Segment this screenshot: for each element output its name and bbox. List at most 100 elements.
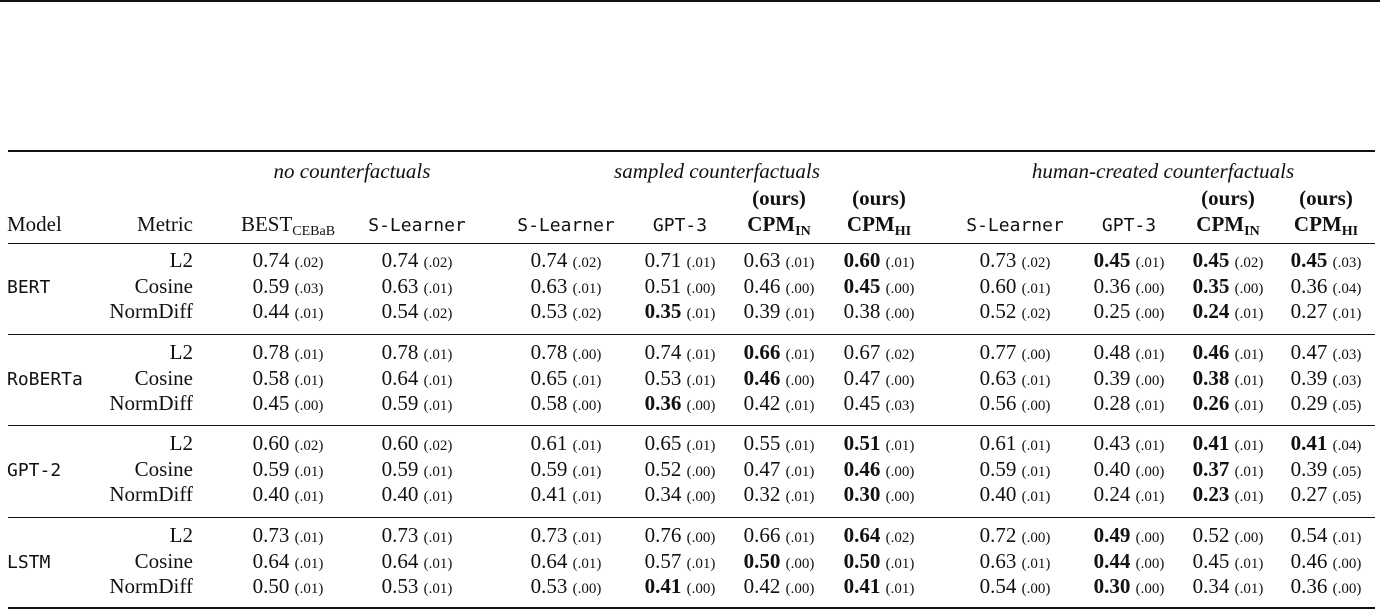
cell-value: 0.63 (381, 273, 419, 298)
table-cell: 0.64 (.01) (382, 365, 453, 394)
group-header-no-counterfactuals: no counterfactuals (273, 159, 431, 183)
cell-value: 0.46 (1192, 340, 1230, 364)
table-cell: 0.59 (.03) (253, 273, 324, 302)
table-cell: 0.78 (.01) (253, 339, 324, 368)
cell-std: (.01) (1021, 280, 1051, 297)
cell-std: (.01) (1234, 306, 1264, 322)
metric-label: Cosine (134, 456, 193, 481)
table-cell: 0.54 (.01) (1291, 522, 1362, 551)
table-cell: 0.39 (.00) (1094, 365, 1165, 394)
cell-std: (.01) (1234, 372, 1264, 389)
table-cell: 0.44 (.00) (1094, 548, 1165, 577)
cell-std: (.00) (572, 398, 602, 414)
table-cell: 0.71 (.01) (645, 247, 716, 276)
cell-std: (.01) (294, 463, 324, 480)
cell-std: (.01) (785, 255, 815, 271)
cell-value: 0.73 (530, 523, 568, 547)
table-cell: 0.46 (.01) (1193, 339, 1264, 368)
header-best-sub: CEBaB (292, 224, 336, 239)
cell-value: 0.35 (644, 299, 682, 323)
cell-std: (.03) (294, 280, 324, 297)
table-cell: 0.76 (.00) (645, 522, 716, 551)
cell-std: (.00) (885, 306, 915, 322)
cell-value: 0.63 (979, 548, 1017, 573)
cell-std: (.00) (785, 372, 815, 389)
cell-value: 0.45 (1192, 248, 1230, 272)
cell-std: (.01) (572, 280, 602, 297)
table-cell: 0.78 (.01) (382, 339, 453, 368)
cell-value: 0.46 (743, 273, 781, 298)
cell-std: (.01) (572, 489, 602, 505)
cell-value: 0.38 (843, 299, 881, 323)
cell-value: 0.36 (644, 391, 682, 415)
header-ours-cpm-hi-human: (ours) (1299, 186, 1353, 210)
cell-std: (.01) (423, 398, 453, 414)
cell-value: 0.59 (530, 456, 568, 481)
cell-value: 0.76 (644, 523, 682, 547)
header-cpm-main: CPM (747, 212, 796, 236)
table-cell: 0.34 (.00) (645, 481, 716, 510)
header-cpm-sub: HI (894, 224, 912, 239)
table-cell: 0.74 (.01) (645, 339, 716, 368)
cell-value: 0.71 (644, 248, 682, 272)
cell-value: 0.48 (1093, 340, 1131, 364)
table-cell: 0.53 (.00) (531, 573, 602, 602)
table-cell: 0.63 (.01) (980, 548, 1051, 577)
cell-std: (.00) (294, 398, 324, 414)
table-cell: 0.78 (.00) (531, 339, 602, 368)
cell-value: 0.66 (743, 340, 781, 364)
metric-label: Cosine (134, 365, 193, 390)
table-cell: 0.43 (.01) (1094, 430, 1165, 459)
table-cell: 0.46 (.00) (844, 456, 915, 485)
cell-value: 0.64 (381, 365, 419, 390)
cell-std: (.01) (686, 255, 716, 271)
cell-value: 0.46 (1290, 548, 1328, 573)
cell-std: (.00) (686, 463, 716, 480)
table-cell: 0.41 (.01) (531, 481, 602, 510)
table-cell: 0.24 (.01) (1094, 481, 1165, 510)
header-cpm-main: CPM (1293, 212, 1342, 236)
cell-value: 0.54 (381, 299, 419, 323)
metric-label: NormDiff (109, 574, 193, 598)
cell-std: (.00) (1135, 530, 1165, 546)
table-cell: 0.41 (.01) (1193, 430, 1264, 459)
cell-value: 0.30 (843, 482, 881, 506)
cell-value: 0.60 (252, 431, 290, 455)
cell-std: (.02) (1234, 255, 1264, 271)
header-model: Model (7, 212, 62, 236)
table-cell: 0.35 (.01) (645, 298, 716, 327)
header-gpt3-sampled: GPT-3 (652, 215, 708, 236)
model-separator-rule (8, 425, 1375, 426)
table-cell: 0.60 (.02) (382, 430, 453, 459)
cell-std: (.00) (1234, 280, 1264, 297)
model-name: BERT (7, 276, 51, 298)
cell-std: (.03) (1332, 372, 1362, 389)
cell-value: 0.63 (743, 248, 781, 272)
cell-std: (.00) (1021, 398, 1051, 414)
cell-value: 0.45 (843, 391, 881, 415)
table-cell: 0.64 (.01) (253, 548, 324, 577)
header-cpm-hi-sampled: CPMHI (847, 211, 911, 245)
cell-value: 0.35 (1192, 273, 1230, 298)
table-cell: 0.36 (.00) (1094, 273, 1165, 302)
cell-value: 0.54 (1290, 523, 1328, 547)
cell-std: (.01) (1332, 530, 1362, 546)
cell-value: 0.24 (1192, 299, 1230, 323)
table-cell: 0.65 (.01) (531, 365, 602, 394)
cell-value: 0.50 (743, 548, 781, 573)
cell-value: 0.54 (979, 574, 1017, 598)
cell-std: (.01) (423, 347, 453, 363)
cell-value: 0.27 (1290, 482, 1328, 506)
table-cell: 0.38 (.00) (844, 298, 915, 327)
cell-std: (.04) (1332, 438, 1362, 454)
cell-std: (.00) (1135, 280, 1165, 297)
header-ours-cpm-hi-sampled: (ours) (852, 186, 906, 210)
cell-std: (.01) (785, 530, 815, 546)
cell-value: 0.53 (530, 299, 568, 323)
cell-std: (.01) (423, 489, 453, 505)
cell-std: (.00) (686, 398, 716, 414)
cell-std: (.01) (572, 555, 602, 572)
cell-value: 0.56 (979, 391, 1017, 415)
cell-std: (.00) (885, 280, 915, 297)
cell-std: (.01) (1234, 438, 1264, 454)
